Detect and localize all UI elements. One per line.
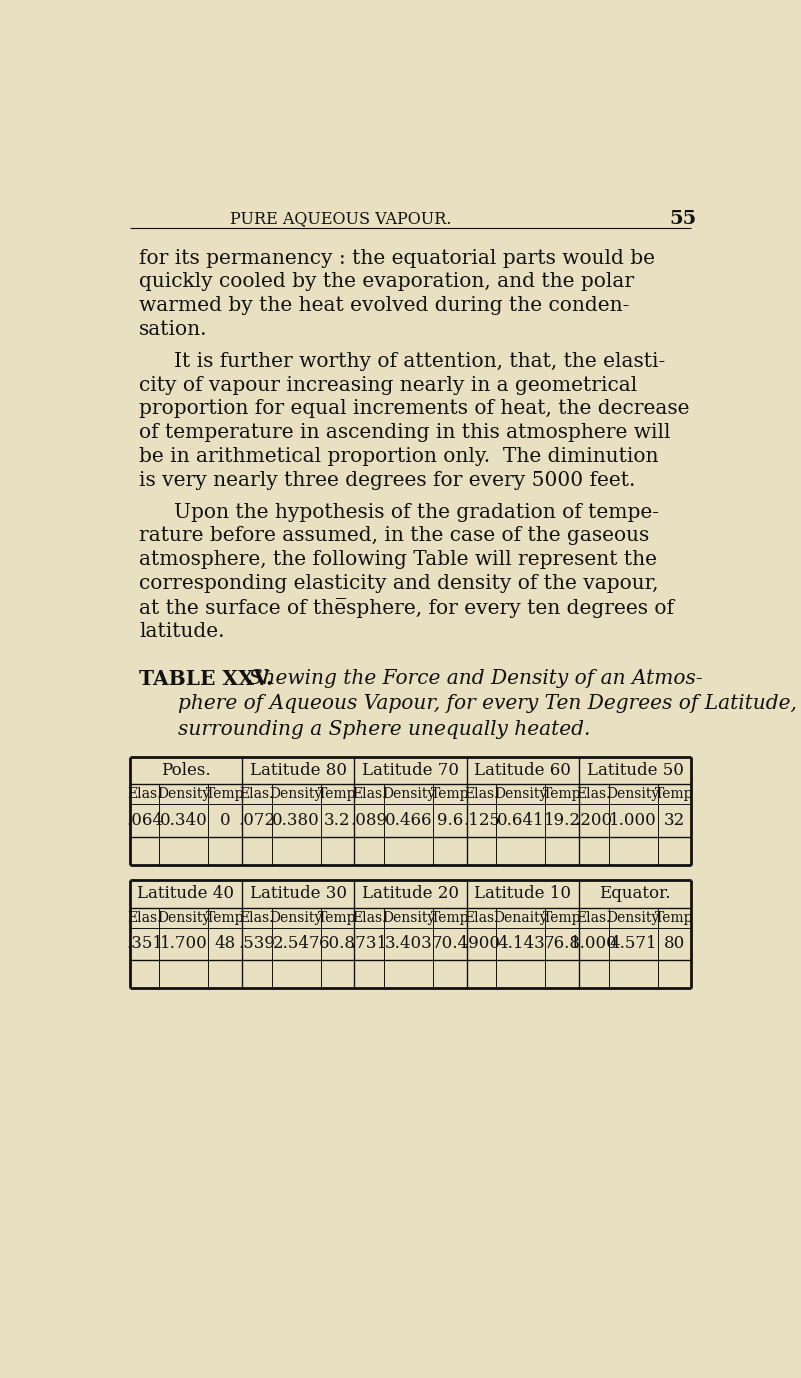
Text: atmosphere, the following Table will represent the: atmosphere, the following Table will rep… <box>139 550 657 569</box>
Text: is very nearly three degrees for every 5000 feet.: is very nearly three degrees for every 5… <box>139 471 635 491</box>
Text: Elas.: Elas. <box>239 787 274 802</box>
Text: Elas.: Elas. <box>465 787 499 802</box>
Text: Temp: Temp <box>543 911 582 925</box>
Text: .072: .072 <box>238 812 276 830</box>
Text: It is further worthy of attention, that, the elasti-: It is further worthy of attention, that,… <box>174 351 665 371</box>
Text: Elas.: Elas. <box>127 787 162 802</box>
Text: 76.8: 76.8 <box>544 936 581 952</box>
Text: Equator.: Equator. <box>599 885 671 903</box>
Text: .900: .900 <box>463 936 500 952</box>
Text: quickly cooled by the evaporation, and the polar: quickly cooled by the evaporation, and t… <box>139 273 634 291</box>
Text: Density: Density <box>606 787 660 802</box>
Text: Temp: Temp <box>655 911 694 925</box>
Text: 0: 0 <box>219 812 231 830</box>
Text: Temp: Temp <box>206 911 244 925</box>
Text: latitude.: latitude. <box>139 621 224 641</box>
Text: Shewing the Force and Density of an Atmos-: Shewing the Force and Density of an Atmo… <box>235 668 702 688</box>
Text: Latitude 40: Latitude 40 <box>137 885 234 903</box>
Text: Latitude 30: Latitude 30 <box>250 885 347 903</box>
Text: 4.571: 4.571 <box>610 936 657 952</box>
Text: 19.2: 19.2 <box>544 812 581 830</box>
Text: Temp: Temp <box>206 787 244 802</box>
Text: Poles.: Poles. <box>161 762 211 779</box>
Text: Latitude 10: Latitude 10 <box>474 885 571 903</box>
Text: 80: 80 <box>664 936 685 952</box>
Text: proportion for equal increments of heat, the decrease: proportion for equal increments of heat,… <box>139 400 690 419</box>
Text: Density: Density <box>270 911 323 925</box>
Text: Upon the hypothesis of the gradation of tempe-: Upon the hypothesis of the gradation of … <box>174 503 658 522</box>
Text: Temp: Temp <box>655 787 694 802</box>
Text: Density: Density <box>157 787 211 802</box>
Text: 3.403: 3.403 <box>384 936 433 952</box>
Text: Latitude 80: Latitude 80 <box>250 762 347 779</box>
Text: Density: Density <box>606 911 660 925</box>
Text: Temp: Temp <box>543 787 582 802</box>
Text: Latitude 50: Latitude 50 <box>587 762 684 779</box>
Text: Temp: Temp <box>318 911 356 925</box>
Text: Density: Density <box>494 787 548 802</box>
Text: surrounding a Sphere unequally heated.: surrounding a Sphere unequally heated. <box>178 719 590 739</box>
Text: Elas.: Elas. <box>352 911 386 925</box>
Text: 0.340: 0.340 <box>160 812 207 830</box>
Text: Density: Density <box>382 911 435 925</box>
Text: 70.4: 70.4 <box>431 936 469 952</box>
Text: .064: .064 <box>126 812 163 830</box>
Text: Temp: Temp <box>431 911 469 925</box>
Text: warmed by the heat evolved during the conden-: warmed by the heat evolved during the co… <box>139 296 630 316</box>
Text: Density: Density <box>157 911 211 925</box>
Text: PURE AQUEOUS VAPOUR.: PURE AQUEOUS VAPOUR. <box>230 209 451 227</box>
Text: 9.6: 9.6 <box>437 812 463 830</box>
Text: Denaity: Denaity <box>493 911 548 925</box>
Text: Latitude 60: Latitude 60 <box>474 762 571 779</box>
Text: Elas.: Elas. <box>465 911 499 925</box>
Text: 0.380: 0.380 <box>272 812 320 830</box>
Text: 0.641: 0.641 <box>497 812 545 830</box>
Text: .351: .351 <box>126 936 163 952</box>
Text: 1.000: 1.000 <box>570 936 618 952</box>
Text: for its permanency : the equatorial parts would be: for its permanency : the equatorial part… <box>139 248 655 267</box>
Text: Elas.: Elas. <box>352 787 386 802</box>
Text: .731: .731 <box>351 936 388 952</box>
Text: Elas.: Elas. <box>239 911 274 925</box>
Text: 1.000: 1.000 <box>610 812 657 830</box>
Text: Latitude 20: Latitude 20 <box>362 885 459 903</box>
Text: Elas.: Elas. <box>577 787 611 802</box>
Text: 0.466: 0.466 <box>384 812 433 830</box>
Text: 32: 32 <box>664 812 685 830</box>
Text: 2.547: 2.547 <box>272 936 320 952</box>
Text: Density: Density <box>382 787 435 802</box>
Text: 48: 48 <box>215 936 235 952</box>
Text: Density: Density <box>270 787 323 802</box>
Text: Temp: Temp <box>431 787 469 802</box>
Text: .089: .089 <box>351 812 388 830</box>
Text: rature before assumed, in the case of the gaseous: rature before assumed, in the case of th… <box>139 526 649 546</box>
Text: 60.8: 60.8 <box>319 936 356 952</box>
Text: corresponding elasticity and density of the vapour,: corresponding elasticity and density of … <box>139 575 658 594</box>
Text: at the surface of the̅sphere, for every ten degrees of: at the surface of the̅sphere, for every … <box>139 598 674 619</box>
Text: .125: .125 <box>463 812 500 830</box>
Text: 1.700: 1.700 <box>160 936 207 952</box>
Text: Elas.: Elas. <box>577 911 611 925</box>
Text: 4.143: 4.143 <box>497 936 545 952</box>
Text: .200: .200 <box>575 812 613 830</box>
Text: of temperature in ascending in this atmosphere will: of temperature in ascending in this atmo… <box>139 423 670 442</box>
Text: phere of Aqueous Vapour, for every Ten Degrees of Latitude,: phere of Aqueous Vapour, for every Ten D… <box>178 695 796 714</box>
Text: Temp: Temp <box>318 787 356 802</box>
Text: 3.2: 3.2 <box>324 812 351 830</box>
Text: .539: .539 <box>239 936 276 952</box>
Text: sation.: sation. <box>139 320 207 339</box>
Text: 55: 55 <box>670 209 697 227</box>
Text: Elas.: Elas. <box>127 911 162 925</box>
Text: TABLE XXV.: TABLE XXV. <box>139 668 273 689</box>
Text: Latitude 70: Latitude 70 <box>362 762 459 779</box>
Text: city of vapour increasing nearly in a geometrical: city of vapour increasing nearly in a ge… <box>139 376 637 394</box>
Text: be in arithmetical proportion only.  The diminution: be in arithmetical proportion only. The … <box>139 448 658 466</box>
